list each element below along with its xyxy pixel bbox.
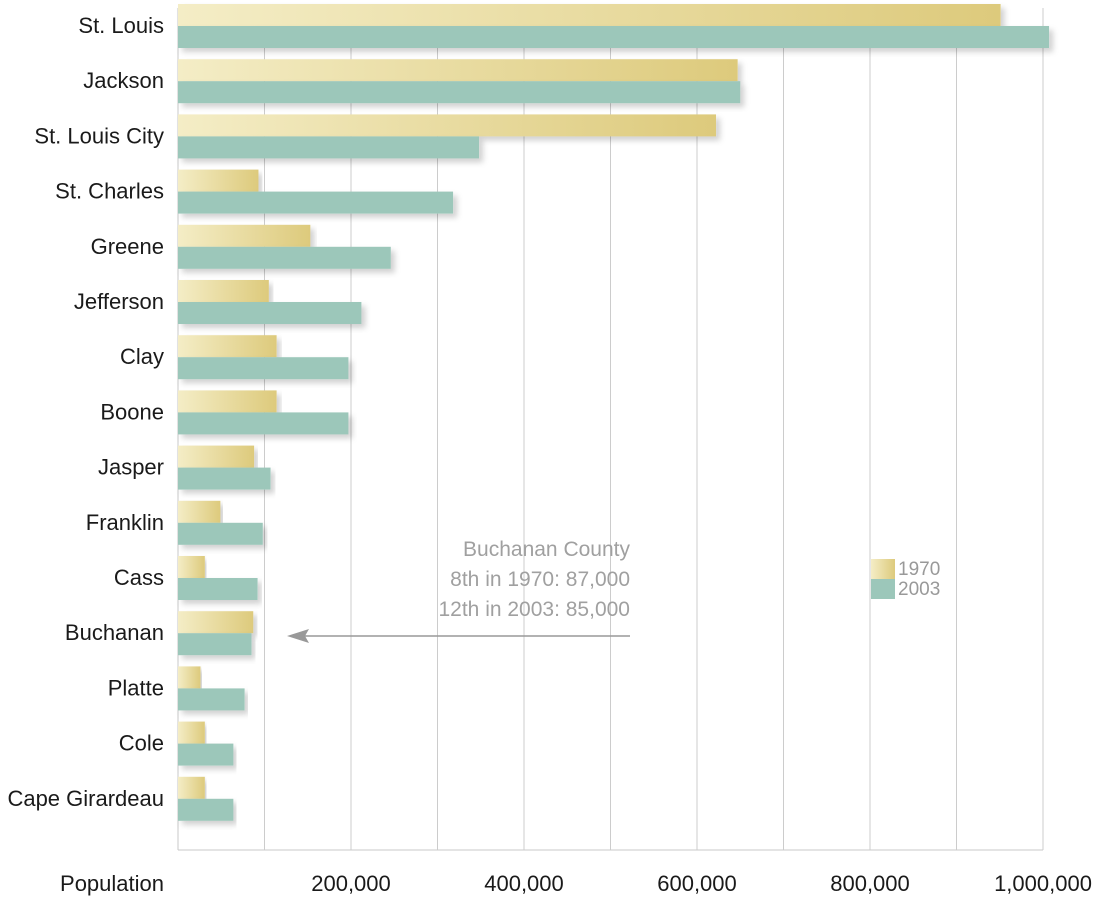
legend-label-1970: 1970 [898,559,940,580]
category-label-jefferson: Jefferson [74,289,164,314]
category-label-cole: Cole [119,731,164,756]
bar-st-charles-2003 [178,191,454,214]
category-label-st-louis: St. Louis [78,13,164,38]
bar-clay-1970 [178,335,277,358]
x-tick-label: 800,000 [830,871,910,896]
annotation-line-3: 12th in 2003: 85,000 [438,598,630,621]
bar-jackson-2003 [178,81,741,104]
x-axis-label: Population [60,871,164,896]
legend-swatch-2003 [871,579,895,599]
bar-greene-1970 [178,224,311,247]
category-label-platte: Platte [108,675,164,700]
x-tick-label: 1,000,000 [994,871,1092,896]
annotation-line-1: Buchanan County [463,538,630,561]
category-label-cape-girardeau: Cape Girardeau [7,786,164,811]
category-label-franklin: Franklin [86,510,164,535]
x-axis-ticks: 200,000 400,000 600,000 800,000 1,000,000 [311,871,1092,896]
annotation-arrowhead [287,629,309,643]
bar-cass-1970 [178,556,205,578]
buchanan-annotation: Buchanan County 8th in 1970: 87,000 12th… [287,538,630,643]
bar-cole-1970 [178,721,205,744]
annotation-line-2: 8th in 1970: 87,000 [450,568,630,591]
bar-cass-2003 [178,578,258,600]
category-label-jasper: Jasper [98,455,164,480]
bar-jefferson-2003 [178,302,362,324]
category-label-clay: Clay [120,344,164,369]
bar-buchanan-1970 [178,611,254,634]
legend-swatch-1970 [871,559,895,579]
bar-platte-1970 [178,666,201,689]
x-tick-label: 200,000 [311,871,391,896]
bar-franklin-1970 [178,500,221,523]
category-label-boone: Boone [100,399,164,424]
category-label-st-charles: St. Charles [55,179,164,204]
bar-buchanan-2003 [178,633,252,656]
bar-platte-2003 [178,688,245,711]
category-labels: St. Louis Jackson St. Louis City St. Charle… [7,13,164,811]
bar-boone-1970 [178,390,277,413]
bar-st-louis-city-2003 [178,136,480,159]
x-tick-label: 400,000 [484,871,564,896]
bar-st-louis-city-1970 [178,114,717,137]
category-label-st-louis-city: St. Louis City [34,123,164,148]
bar-franklin-2003 [178,522,263,545]
x-tick-label: 600,000 [657,871,737,896]
bar-clay-2003 [178,357,349,380]
bar-cole-2003 [178,743,234,766]
bar-jasper-2003 [178,467,271,490]
bar-greene-2003 [178,246,391,269]
bar-jasper-1970 [178,445,255,468]
category-label-jackson: Jackson [83,68,164,93]
category-label-buchanan: Buchanan [65,620,164,645]
bars [178,4,1050,821]
bar-jefferson-1970 [178,280,269,302]
bar-boone-2003 [178,412,349,435]
bar-cape-girardeau-2003 [178,798,234,821]
bar-jackson-1970 [178,59,738,82]
legend-label-2003: 2003 [898,579,940,600]
bar-cape-girardeau-1970 [178,776,205,799]
bar-st-charles-1970 [178,169,259,192]
bar-st-louis-1970 [178,4,1001,26]
category-label-cass: Cass [114,565,164,590]
category-label-greene: Greene [91,234,164,259]
bar-st-louis-2003 [178,26,1050,48]
